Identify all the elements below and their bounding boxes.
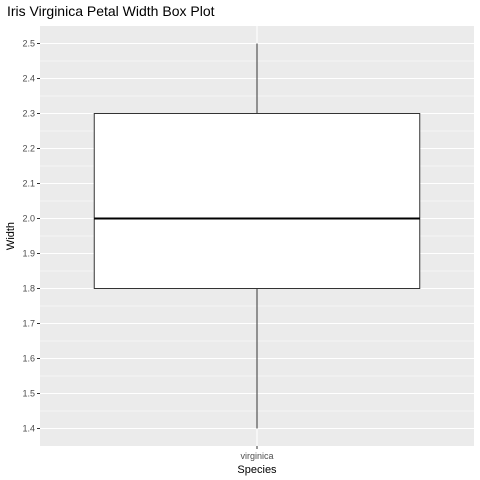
x-axis-title: Species xyxy=(237,464,277,476)
boxes xyxy=(93,43,421,429)
y-tick-label: 1.4 xyxy=(22,424,35,434)
y-tick-label: 2.1 xyxy=(22,179,35,189)
y-tick-label: 1.9 xyxy=(22,249,35,259)
box-iqr xyxy=(93,113,421,289)
y-tick-label: 1.5 xyxy=(22,389,35,399)
y-tick-label: 1.8 xyxy=(22,284,35,294)
chart-title: Iris Virginica Petal Width Box Plot xyxy=(7,3,215,19)
y-tick-label: 2.4 xyxy=(22,74,35,84)
y-tick-label: 2.5 xyxy=(22,39,35,49)
y-tick-label: 2.0 xyxy=(22,214,35,224)
x-tick-label: virginica xyxy=(240,451,273,461)
y-axis: 1.4 1.5 1.6 1.7 1.8 1.9 2.0 2.1 2.2 2.3 2.4 2.5 xyxy=(22,39,40,434)
y-tick-label: 2.3 xyxy=(22,109,35,119)
y-axis-title: Width xyxy=(5,222,17,250)
y-tick-label: 1.6 xyxy=(22,354,35,364)
y-tick-label: 1.7 xyxy=(22,319,35,329)
x-axis: virginica xyxy=(240,446,274,461)
y-tick-label: 2.2 xyxy=(22,144,35,154)
